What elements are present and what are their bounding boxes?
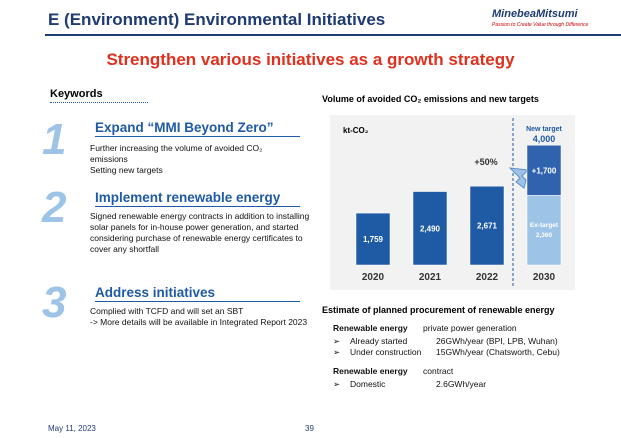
tagline: Passion to Create Value through Differen… <box>492 22 589 28</box>
keywords-label: Keywords <box>50 88 148 103</box>
annotation: New target <box>526 126 562 133</box>
bar <box>469 185 505 266</box>
header-rule <box>45 34 621 36</box>
group-heading: Renewable energy <box>333 323 408 333</box>
keyword-number: 2 <box>42 183 67 232</box>
value-label: 1,759 <box>363 235 384 244</box>
bar <box>526 144 562 196</box>
bar <box>526 195 562 266</box>
item-label: Under construction <box>350 347 422 357</box>
page-number: 39 <box>305 424 314 433</box>
keyword-number: 3 <box>42 278 67 327</box>
footer-date: May 11, 2023 <box>48 424 96 433</box>
value-label: 2,490 <box>420 224 441 233</box>
keyword-text: Complied with TCFD and will set an SBT <box>90 306 244 316</box>
keyword-title: Implement renewable energy <box>95 190 300 207</box>
bullet: ➢ <box>333 347 341 357</box>
x-tick-label: 2030 <box>533 272 556 283</box>
keyword-text: -> More details will be available in Int… <box>90 317 308 327</box>
slide-title: E (Environment) Environmental Initiative… <box>48 10 386 29</box>
group-type: contract <box>423 366 454 376</box>
bullet: ➢ <box>333 336 341 346</box>
annotation: +50% <box>474 157 497 167</box>
item-value: 2.6GWh/year <box>436 379 487 389</box>
item-value: 26GWh/year (BPI, LPB, Wuhan) <box>436 336 558 346</box>
keyword-title: Expand “MMI Beyond Zero” <box>95 120 300 137</box>
x-tick-label: 2020 <box>362 272 385 283</box>
bullet: ➢ <box>333 379 341 389</box>
keyword-text: Setting new targets <box>90 165 163 175</box>
group-heading: Renewable energy <box>333 366 408 376</box>
item-label: Domestic <box>350 379 386 389</box>
segment-name: Ex-target <box>530 222 559 229</box>
keyword-text: Signed renewable energy contracts in add… <box>90 211 310 254</box>
unit-label: kt-CO₂ <box>343 126 369 135</box>
headline: Strengthen various initiatives as a grow… <box>106 50 515 69</box>
item-label: Already started <box>350 336 408 346</box>
group-type: private power generation <box>423 323 517 333</box>
logo: MinebeaMitsumi <box>492 8 578 20</box>
bar <box>412 191 448 266</box>
bar <box>355 212 391 266</box>
keyword-number: 1 <box>42 115 67 164</box>
value-label: +1,700 <box>532 166 557 175</box>
procurement-title: Estimate of planned procurement of renew… <box>322 305 555 315</box>
value-label: 2,671 <box>477 222 498 231</box>
keyword-text: Further increasing the volume of avoided… <box>90 143 263 164</box>
x-tick-label: 2021 <box>419 272 442 283</box>
value-label: 2,360 <box>536 232 553 239</box>
keyword-title: Address initiatives <box>95 285 300 302</box>
annotation: 4,000 <box>533 134 556 144</box>
chart: Volume of avoided CO₂ emissions and new … <box>322 94 575 290</box>
chart-title: Volume of avoided CO₂ emissions and new … <box>322 94 539 104</box>
x-tick-label: 2022 <box>476 272 499 283</box>
item-value: 15GWh/year (Chatsworth, Cebu) <box>436 347 560 357</box>
